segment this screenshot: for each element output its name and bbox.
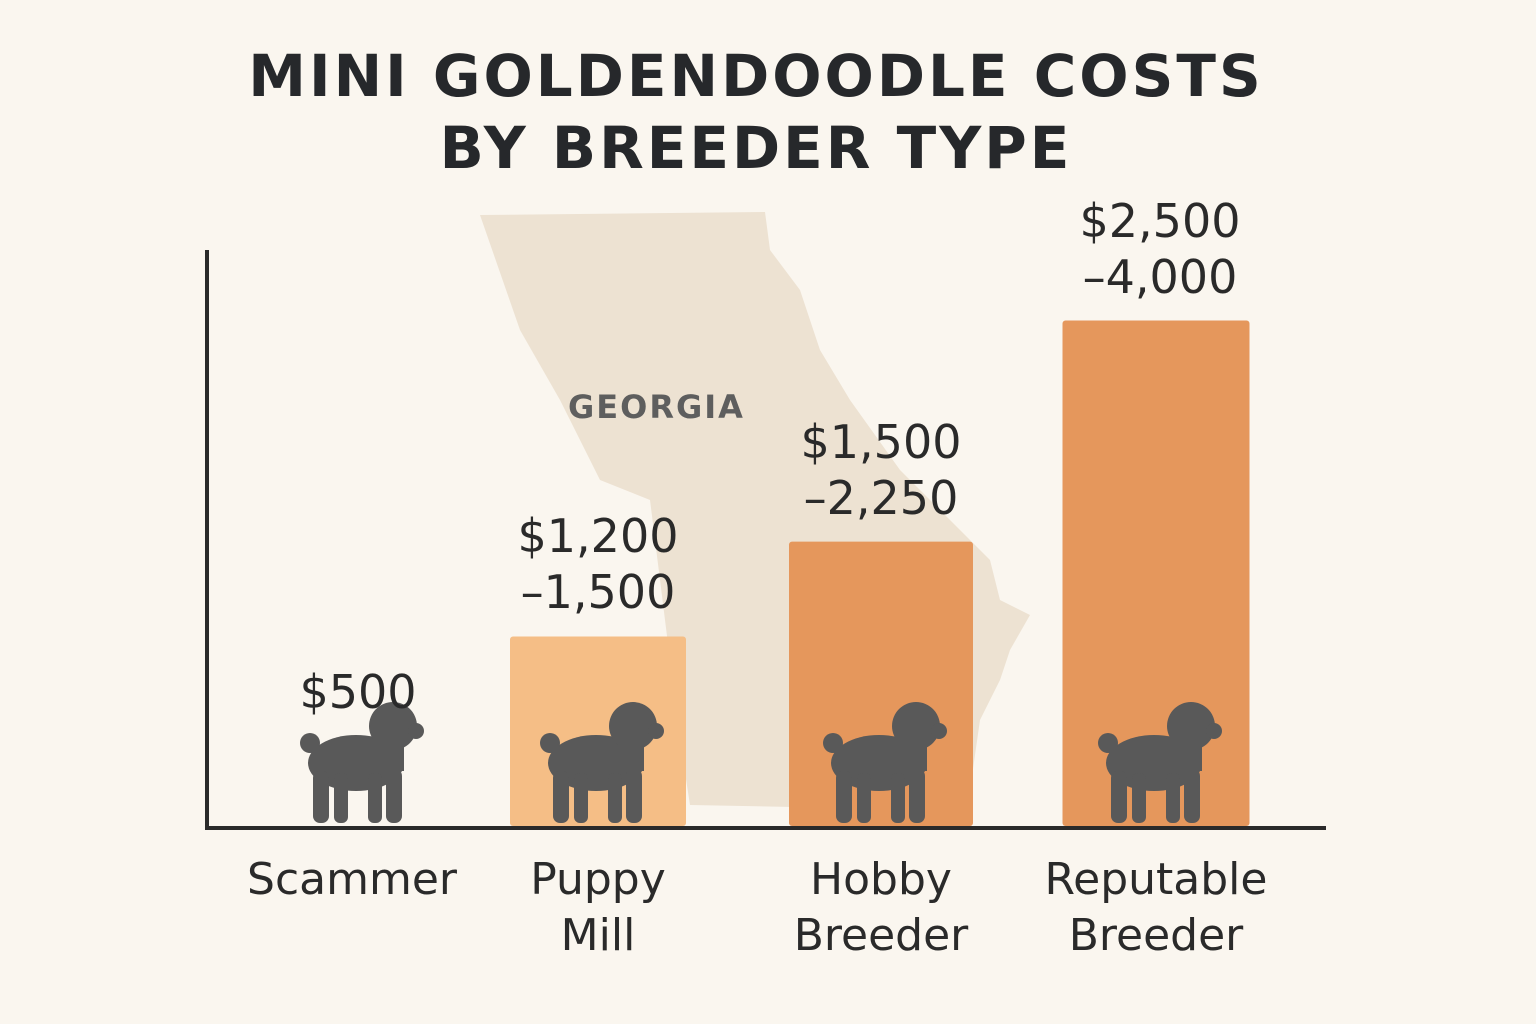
x-tick-label-line: Hobby xyxy=(810,854,952,905)
data-label: $1,200 xyxy=(517,509,679,564)
data-label: $2,500 xyxy=(1079,193,1241,248)
dog-silhouette-icon xyxy=(1098,702,1222,823)
chart-title-line-2: BY BREEDER TYPE xyxy=(439,114,1073,182)
bar-reputable-breeder xyxy=(1062,320,1250,826)
georgia-label: GEORGIA xyxy=(568,388,745,426)
dog-silhouette-icon xyxy=(540,702,664,823)
x-tick-label: Scammer xyxy=(202,852,502,908)
data-label: $500 xyxy=(299,665,417,719)
x-tick-label-line: Breeder xyxy=(793,910,969,961)
x-tick-label-line: Puppy xyxy=(530,854,666,905)
data-label: –1,500 xyxy=(520,565,676,620)
x-tick-label: Hobby Breeder xyxy=(731,852,1031,964)
x-tick-label-line: Mill xyxy=(560,910,636,961)
x-tick-label-line: Reputable xyxy=(1044,854,1268,905)
data-label: $1,500 xyxy=(800,414,962,469)
x-tick-label: Reputable Breeder xyxy=(1006,852,1306,964)
data-label: –2,250 xyxy=(803,470,959,525)
dog-silhouette-icon xyxy=(300,702,424,823)
x-tick-label-line: Scammer xyxy=(247,854,457,905)
x-tick-label: Puppy Mill xyxy=(448,852,748,964)
chart-title-line-1: MINI GOLDENDOODLE COSTS xyxy=(248,42,1264,110)
dog-silhouette-icon xyxy=(823,702,947,823)
x-tick-label-line: Breeder xyxy=(1068,910,1244,961)
data-label: –4,000 xyxy=(1082,249,1238,304)
